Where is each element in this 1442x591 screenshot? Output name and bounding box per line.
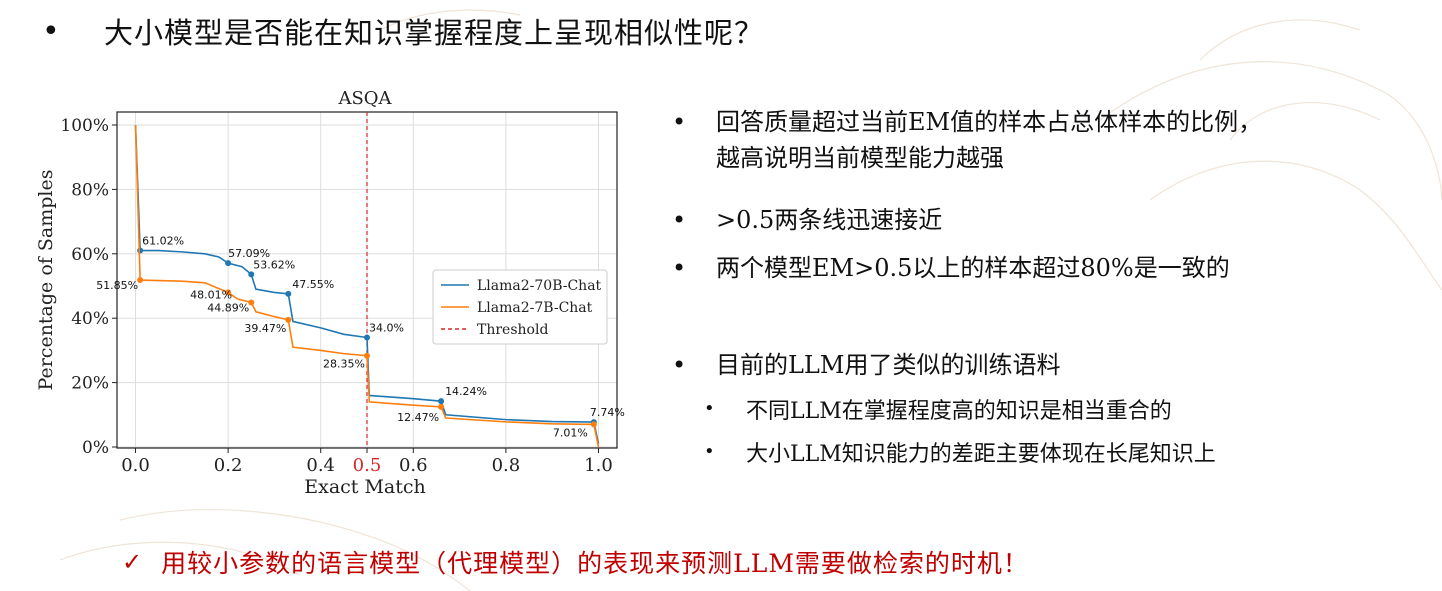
bullet-1-line-2: 越高说明当前模型能力越强 [716, 140, 1262, 176]
bullet-2: • >0.5两条线迅速接近 [716, 202, 942, 238]
sub-bullet-1: • 不同LLM在掌握程度高的知识是相当重合的 [746, 395, 1172, 428]
data-label-70b: 61.02% [142, 235, 184, 248]
data-label-70b: 47.55% [292, 278, 334, 291]
sub-bullet-2: • 大小LLM知识能力的差距主要体现在长尾知识上 [746, 438, 1216, 471]
bullet-dot: • [672, 250, 686, 286]
sub-bullet-2-text: 大小LLM知识能力的差距主要体现在长尾知识上 [746, 438, 1216, 471]
x-tick-label: 0.8 [492, 455, 521, 476]
bullet-dot: • [672, 202, 686, 238]
y-tick-label: 0% [82, 438, 109, 458]
data-label-7b: 51.85% [96, 279, 138, 292]
bullet-4-line-1: 目前的LLM用了类似的训练语料 [716, 347, 1060, 383]
bullet-1-line-1: 回答质量超过当前EM值的样本占总体样本的比例， [716, 104, 1262, 140]
data-label-7b: 48.01% [190, 288, 232, 301]
legend-label: Threshold [477, 322, 548, 338]
conclusion-text: 用较小参数的语言模型（代理模型）的表现来预测LLM需要做检索的时机！ [161, 544, 1029, 580]
data-point-marker [438, 404, 444, 410]
x-tick-label: 0.4 [306, 455, 335, 476]
legend-label: Llama2-7B-Chat [477, 300, 593, 316]
x-tick-label: 1.0 [584, 455, 613, 476]
y-tick-label: 80% [71, 180, 109, 200]
data-label-70b: 7.74% [590, 406, 625, 419]
chart-title: ASQA [337, 88, 392, 109]
data-point-marker [364, 335, 370, 341]
data-point-marker [438, 398, 444, 404]
sub-bullet-dot: • [704, 438, 715, 465]
asqa-chart: 0.0 0.2 0.4 0.5 0.6 0.8 1.0 0% 20% 40% 60% 80% 100% A… [0, 0, 640, 510]
bullet-1: • 回答质量超过当前EM值的样本占总体样本的比例， 越高说明当前模型能力越强 [716, 104, 1262, 176]
data-label-7b: 39.47% [244, 322, 286, 335]
bullet-dot: • [672, 104, 686, 140]
y-tick-label: 60% [71, 245, 109, 265]
data-point-marker [225, 260, 231, 266]
y-tick-label: 20% [71, 374, 109, 394]
bullet-dot: • [672, 347, 686, 383]
data-point-marker [285, 291, 291, 297]
bullet-4: • 目前的LLM用了类似的训练语料 [716, 347, 1060, 383]
data-point-marker [591, 421, 597, 427]
data-label-70b: 34.0% [369, 322, 404, 335]
data-label-7b: 7.01% [553, 426, 588, 439]
y-tick-label: 40% [71, 309, 109, 329]
data-label-7b: 12.47% [397, 411, 439, 424]
data-label-7b: 28.35% [323, 358, 365, 371]
bullet-3: • 两个模型EM>0.5以上的样本超过80%是一致的 [716, 250, 1230, 286]
data-point-marker [248, 271, 254, 277]
x-tick-label: 0.6 [399, 455, 428, 476]
data-label-70b: 53.62% [253, 258, 295, 271]
sub-bullet-1-text: 不同LLM在掌握程度高的知识是相当重合的 [746, 395, 1172, 428]
check-icon: ✓ [122, 548, 143, 576]
conclusion: ✓ 用较小参数的语言模型（代理模型）的表现来预测LLM需要做检索的时机！ [122, 544, 1029, 580]
x-tick-label: 0.5 [353, 455, 382, 476]
data-label-7b: 44.89% [207, 301, 249, 314]
y-tick-label: 100% [60, 116, 109, 136]
x-tick-label: 0.2 [214, 455, 243, 476]
bullet-3-line-1: 两个模型EM>0.5以上的样本超过80%是一致的 [716, 250, 1230, 286]
x-axis-label: Exact Match [304, 476, 426, 498]
bullet-2-line-1: >0.5两条线迅速接近 [716, 202, 942, 238]
sub-bullet-dot: • [704, 395, 715, 422]
data-point-marker [137, 248, 143, 254]
y-axis-label: Percentage of Samples [35, 170, 57, 391]
data-label-70b: 14.24% [445, 385, 487, 398]
legend-label: Llama2-70B-Chat [477, 278, 602, 294]
x-tick-label: 0.0 [121, 455, 150, 476]
